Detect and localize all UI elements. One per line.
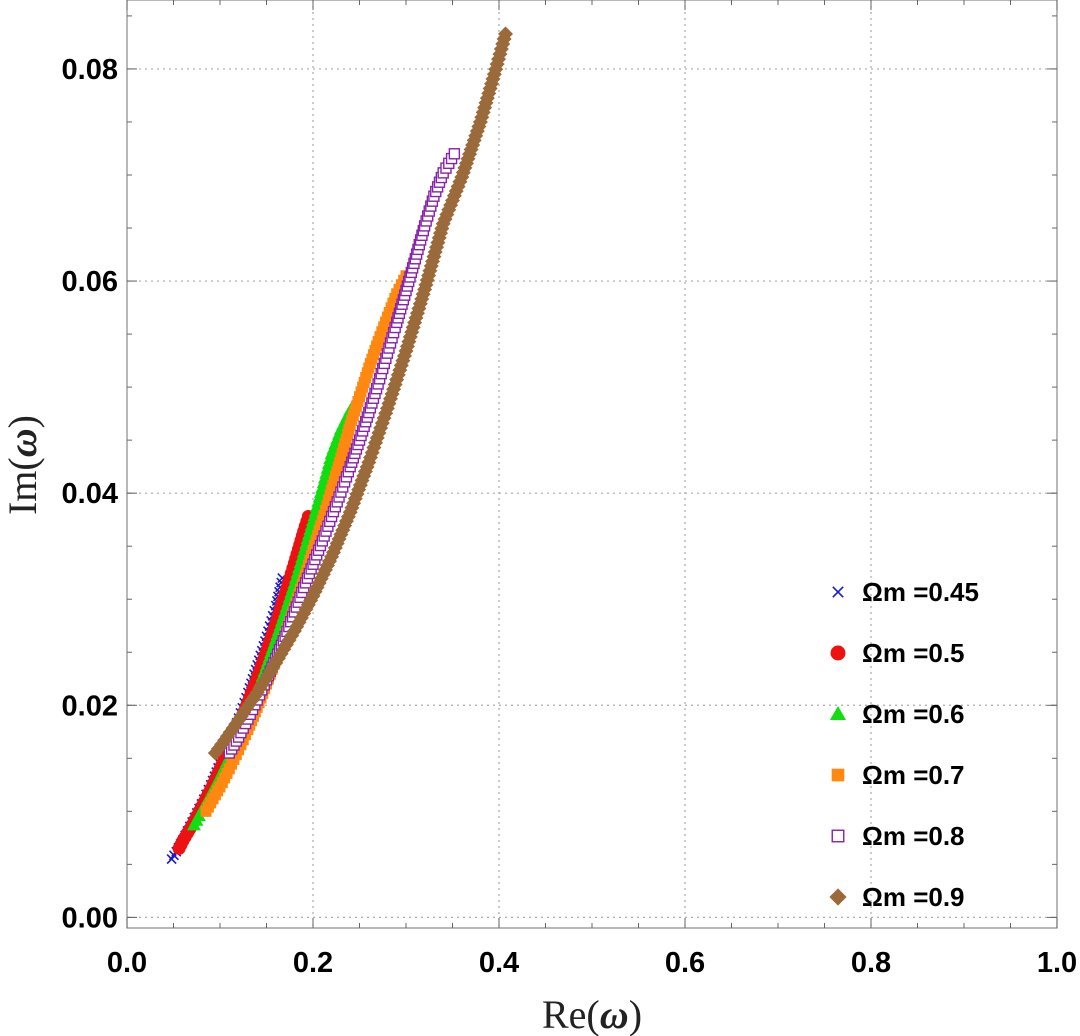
axis-ticks — [126, 0, 1058, 928]
legend-item: Ωm =0.7 — [831, 760, 965, 790]
legend-label: Ωm =0.45 — [862, 577, 979, 607]
legend-label: Ωm =0.8 — [862, 821, 965, 851]
x-tick-label: 0.4 — [479, 947, 519, 979]
series-x — [166, 572, 288, 865]
data-point — [829, 888, 847, 906]
legend: Ωm =0.45 Ωm =0.5 Ωm =0.6 Ωm =0.7 Ωm =0.8 Ωm =… — [829, 577, 979, 912]
legend-label: Ωm =0.7 — [862, 760, 965, 790]
legend-item: Ωm =0.8 — [831, 821, 965, 851]
x-tick-label: 0.2 — [293, 947, 333, 979]
x-marker-stroke — [832, 586, 844, 598]
y-tick-label: 0.02 — [62, 690, 118, 722]
data-point — [448, 148, 461, 160]
y-tick-label: 0.06 — [62, 266, 118, 298]
data-point — [830, 645, 846, 661]
legend-label: Ωm =0.9 — [862, 882, 965, 912]
data-point — [831, 829, 845, 843]
x-tick-label: 0.0 — [107, 947, 147, 979]
legend-item: Ωm =0.5 — [830, 638, 965, 668]
series-circle — [172, 509, 315, 855]
data-point — [832, 586, 844, 598]
x-tick-label: 0.8 — [851, 947, 891, 979]
x-tick-label: 0.6 — [665, 947, 705, 979]
y-tick-label: 0.00 — [62, 902, 118, 934]
data-point — [829, 705, 847, 721]
legend-label: Ωm =0.5 — [862, 638, 965, 668]
legend-label: Ωm =0.6 — [862, 699, 965, 729]
y-tick-label: 0.08 — [62, 54, 118, 86]
data-point — [831, 768, 845, 782]
y-axis-title: Im(ω) — [0, 415, 45, 515]
data-point — [498, 26, 514, 42]
x-tick-label: 1.0 — [1037, 947, 1077, 979]
legend-item: Ωm =0.45 — [832, 577, 979, 607]
grid-lines — [127, 0, 1057, 928]
x-tick-labels: 0.0 0.2 0.4 0.6 0.8 1.0 — [107, 947, 1077, 979]
series-diamond — [207, 26, 514, 761]
y-tick-label: 0.04 — [62, 478, 118, 510]
y-tick-labels: 0.00 0.02 0.04 0.06 0.08 — [62, 54, 118, 934]
data-series — [166, 26, 514, 865]
legend-item: Ωm =0.6 — [829, 699, 965, 729]
x-axis-title: Re(ω) — [542, 992, 642, 1036]
legend-item: Ωm =0.9 — [829, 882, 965, 912]
